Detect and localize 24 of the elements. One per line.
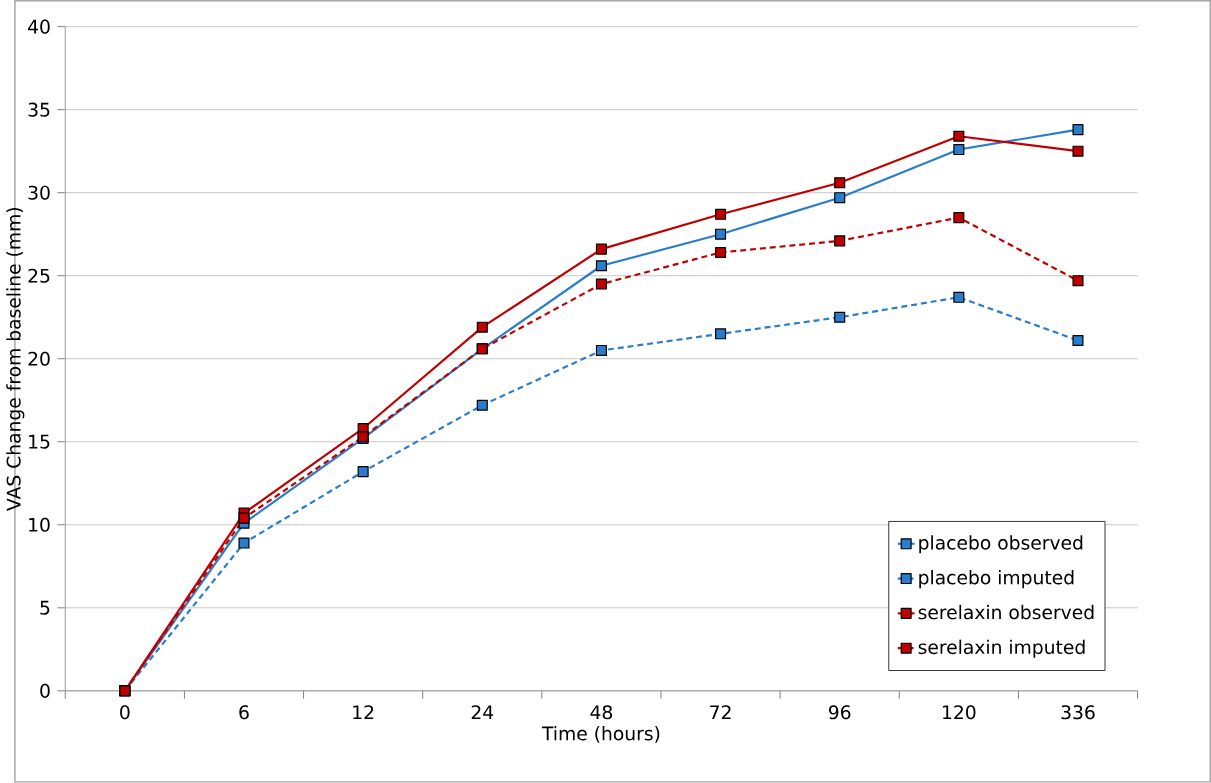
x-tick-label: 96: [828, 705, 851, 720]
x-tick-label: 336: [1061, 705, 1095, 720]
y-axis-title: VAS Change from baseline (mm): [6, 208, 25, 512]
legend-label: placebo imputed: [919, 570, 1074, 589]
x-tick-label: 120: [943, 705, 976, 720]
legend-label: serelaxin imputed: [918, 639, 1085, 658]
y-tick-label: 10: [29, 517, 50, 532]
x-tick-label: 6: [239, 705, 249, 720]
y-tick-label: 30: [28, 185, 50, 200]
y-tick-label: 20: [28, 351, 50, 366]
legend-label: serelaxin observed: [918, 604, 1094, 620]
y-tick-label: 0: [40, 683, 50, 699]
x-tick-label: 48: [590, 705, 613, 720]
y-tick-label: 40: [28, 19, 50, 34]
y-tick-label: 15: [29, 434, 50, 449]
x-tick-label: 24: [471, 705, 494, 720]
y-tick-label: 5: [40, 600, 50, 615]
x-tick-label: 12: [353, 705, 374, 720]
x-tick-label: 72: [710, 705, 731, 720]
y-tick-label: 35: [28, 102, 50, 117]
y-tick-label: 25: [28, 268, 50, 283]
x-tick-label: 0: [120, 705, 130, 720]
legend-label: placebo observed: [919, 535, 1083, 554]
x-axis-title: Time (hours): [541, 726, 660, 743]
